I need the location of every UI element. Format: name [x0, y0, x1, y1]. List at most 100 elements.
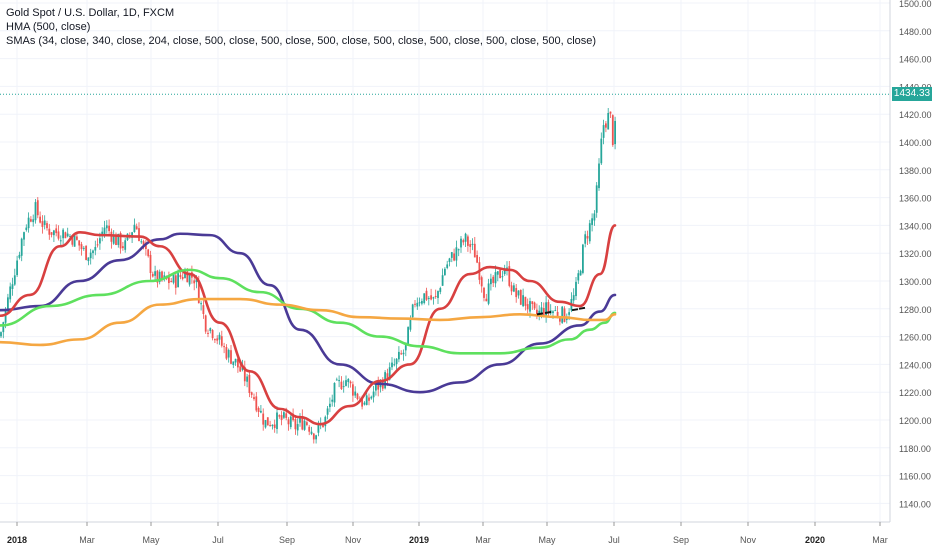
candle-body [388, 367, 391, 380]
candle-body [296, 424, 299, 431]
candle-body [161, 271, 163, 280]
candle-body [598, 163, 600, 189]
candle-body [432, 297, 435, 299]
candle-body [43, 220, 46, 225]
candle-body [76, 236, 78, 240]
candle-body [545, 302, 547, 318]
x-tick-label: Nov [345, 535, 362, 545]
candle-body [349, 381, 352, 384]
candle-body [467, 236, 469, 246]
candle-body [170, 281, 173, 283]
candle-body [568, 312, 570, 315]
candle-body [239, 366, 242, 372]
candle-body [266, 417, 269, 426]
candle-body [39, 216, 41, 223]
candle-body [184, 271, 186, 278]
candle-body [227, 349, 230, 358]
candle-body [25, 227, 28, 231]
candle-body [207, 332, 209, 334]
candle-body [156, 270, 159, 283]
candle-body [559, 317, 561, 322]
y-tick-label: 1460.00 [899, 55, 932, 65]
candle-body [425, 290, 428, 300]
x-tick-label: Sep [279, 535, 295, 545]
candle-body [283, 412, 285, 418]
candle-body [306, 422, 308, 425]
candle-body [248, 374, 251, 393]
candle-body [230, 350, 232, 364]
candle-body [179, 275, 182, 278]
candle-body [437, 291, 439, 298]
candle-body [23, 232, 25, 240]
candle-body [41, 221, 44, 227]
candle-body [163, 275, 166, 278]
candle-body [503, 270, 506, 275]
x-tick-label: May [538, 535, 556, 545]
candle-body [99, 238, 101, 244]
pattern-marker [578, 306, 586, 310]
candle-body [269, 425, 271, 427]
candle-body [492, 276, 495, 283]
candle-body [142, 241, 145, 246]
candle-body [586, 236, 589, 239]
candle-body [540, 307, 543, 313]
x-tick-label: Jul [608, 535, 620, 545]
candle-body [158, 271, 161, 283]
candle-body [326, 408, 329, 415]
candle-body [513, 285, 515, 292]
candle-body [36, 200, 39, 216]
candle-body [418, 302, 421, 304]
candle-body [377, 381, 380, 390]
candle-body [485, 298, 488, 302]
candle-body [340, 381, 343, 390]
candle-body [11, 284, 14, 289]
candle-body [237, 358, 239, 368]
pattern-marker [571, 308, 579, 312]
candle-body [579, 270, 582, 276]
candle-body [561, 306, 564, 323]
candle-body [531, 301, 534, 304]
candle-body [391, 362, 393, 368]
candle-body [264, 420, 267, 428]
candle-body [483, 287, 485, 298]
candle-body [526, 304, 529, 310]
candle-body [577, 273, 580, 281]
y-tick-label: 1360.00 [899, 194, 932, 204]
candle-body [356, 393, 359, 400]
candle-body [255, 396, 258, 411]
candle-body [82, 247, 85, 249]
candle-body [457, 249, 460, 251]
y-tick-label: 1380.00 [899, 166, 932, 176]
candle-body [188, 273, 191, 285]
candle-body [110, 231, 113, 242]
candle-body [322, 423, 324, 427]
candle-body [92, 250, 94, 254]
candle-body [414, 303, 416, 305]
candle-body [2, 322, 5, 333]
candle-body [280, 415, 283, 420]
candle-body [53, 230, 55, 236]
candle-body [204, 315, 207, 332]
candle-body [508, 266, 511, 286]
candle-body [421, 301, 423, 304]
x-tick-label: 2019 [409, 535, 429, 545]
candle-body [609, 111, 612, 114]
candle-body [211, 330, 214, 339]
x-tick-label: 2018 [7, 535, 27, 545]
candle-body [430, 295, 432, 300]
candle-body [216, 338, 219, 341]
y-tick-label: 1500.00 [899, 0, 932, 9]
candle-body [333, 382, 336, 403]
candle-body [105, 225, 108, 229]
candle-body [117, 233, 120, 245]
candle-body [7, 297, 9, 312]
last-price-badge: 1434.33 [892, 87, 932, 102]
candle-body [287, 419, 290, 425]
candle-body [434, 295, 437, 297]
candle-body [209, 328, 212, 331]
y-tick-label: 1280.00 [899, 305, 932, 315]
candle-body [375, 383, 377, 391]
candle-body [262, 413, 265, 425]
candle-body [448, 258, 451, 262]
